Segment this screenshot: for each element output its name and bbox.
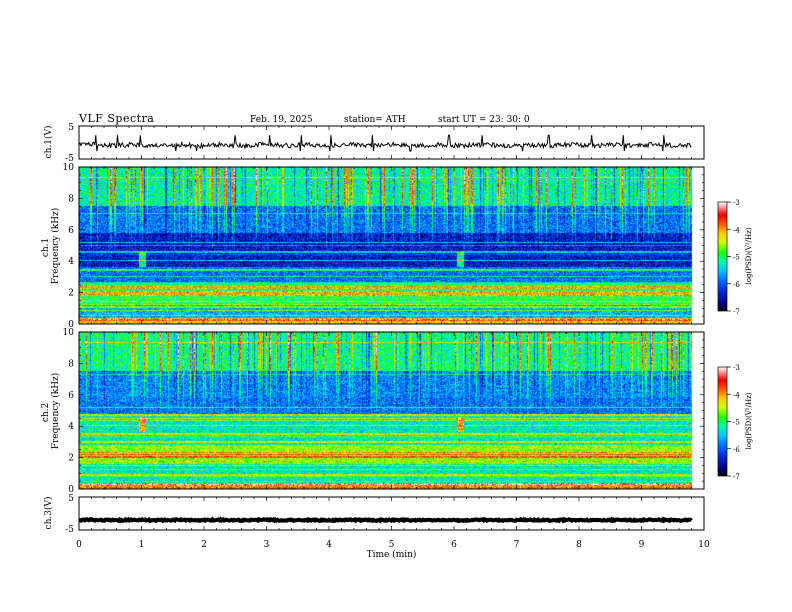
- time-tick-label: 10: [698, 540, 710, 550]
- ch2-frequency-tick-label: 8: [68, 359, 74, 369]
- ch1-frequency-tick-label: 6: [68, 226, 74, 236]
- ch1-spectrogram-panel: 0 2 4 6 8 10 ch.1 Frequency (kHz): [41, 163, 705, 330]
- chart-title: VLF Spectra: [79, 112, 155, 125]
- ch1-colorbar-label: -5: [733, 254, 740, 262]
- ch2-spectrogram-heatmap: [79, 332, 704, 489]
- ch2-colorbar-label: -7: [733, 473, 740, 481]
- ch3-waveform-line: [78, 516, 693, 524]
- ch1-ytick-bottom: -5: [65, 154, 74, 164]
- time-tick-label: 0: [76, 540, 82, 550]
- ch1-colorbar-label: -7: [733, 308, 740, 316]
- ch2-colorbar-ticks: -3 -4 -5 -6 -7: [727, 364, 740, 481]
- time-tick-label: 4: [326, 540, 332, 550]
- ch1-waveform-line: [78, 134, 692, 152]
- ch3-waveform-ticks: [78, 497, 705, 530]
- ch1-spectrogram-ylabel-line2: Frequency (kHz): [50, 208, 61, 285]
- ch1-frequency-tick-label: 8: [68, 194, 74, 204]
- ch2-frequency-tick-label: 0: [68, 485, 74, 495]
- ch1-colorbar-label: -4: [733, 226, 740, 234]
- ch1-colorbar-scale: [717, 201, 728, 312]
- ch2-spectrogram-ylabel: ch.2 Frequency (kHz): [41, 373, 61, 450]
- time-tick-label: 6: [451, 540, 457, 550]
- ch1-frequency-tick-label: 2: [68, 289, 74, 299]
- ch1-colorbar-ticks: -3 -4 -5 -6 -7: [727, 199, 740, 316]
- time-tick-label: 2: [201, 540, 207, 550]
- ch2-spectrogram-ylabel-line1: ch.2: [41, 403, 51, 422]
- ch1-frequency-tick-label: 0: [68, 320, 74, 330]
- ch2-frequency-tick-labels: 0 2 4 6 8 10: [63, 328, 75, 495]
- ch2-colorbar: -3 -4 -5 -6 -7 log(PSD)(V²/Hz): [717, 364, 753, 481]
- time-tick-label: 8: [576, 540, 582, 550]
- ch1-spectrogram-ylabel: ch.1 Frequency (kHz): [41, 208, 61, 285]
- time-tick-label: 3: [264, 540, 270, 550]
- ch1-waveform-ticks: [78, 126, 705, 159]
- ch2-frequency-tick-label: 4: [68, 422, 74, 432]
- header-start-time: start UT = 23: 30: 0: [438, 115, 530, 125]
- ch1-spectrogram-ylabel-line1: ch.1: [41, 238, 51, 257]
- ch3-ytick-top: 5: [68, 494, 74, 504]
- ch1-waveform-frame: [78, 125, 705, 160]
- ch1-colorbar-label: log(PSD)(V²/Hz): [745, 227, 753, 284]
- time-axis-label: Time (min): [367, 549, 417, 560]
- ch2-colorbar-label: -6: [733, 446, 740, 454]
- ch3-waveform-panel: 5 -5 ch.3(V): [43, 494, 705, 535]
- ch2-frequency-tick-label: 10: [63, 328, 75, 338]
- ch2-spectrogram-ticks: [78, 331, 705, 490]
- ch1-ytick-top: 5: [68, 123, 74, 133]
- time-tick-label: 9: [639, 540, 645, 550]
- ch1-spectrogram-heatmap: [79, 167, 704, 324]
- ch3-waveform-frame: [78, 496, 705, 531]
- ch1-frequency-tick-label: 10: [63, 163, 75, 173]
- ch2-colorbar-scale: [717, 366, 728, 477]
- ch1-waveform-ylabel: ch.1(V): [43, 126, 54, 159]
- ch1-colorbar: -3 -4 -5 -6 -7 log(PSD)(V²/Hz): [717, 199, 753, 316]
- ch1-waveform-panel: 5 -5 ch.1(V): [43, 123, 705, 164]
- ch2-spectrogram-ylabel-line2: Frequency (kHz): [50, 373, 61, 450]
- ch1-spectrogram-ticks: [78, 166, 705, 325]
- time-tick-label: 7: [514, 540, 520, 550]
- header-station: station= ATH: [344, 115, 406, 125]
- ch2-colorbar-label: -3: [733, 364, 740, 372]
- ch1-frequency-tick-labels: 0 2 4 6 8 10: [63, 163, 75, 330]
- header-date: Feb. 19, 2025: [250, 115, 313, 125]
- ch1-frequency-tick-label: 4: [68, 257, 74, 267]
- ch2-spectrogram-panel: 0 2 4 6 8 10 ch.2 Frequency (kHz): [41, 328, 705, 495]
- ch1-colorbar-label: -3: [733, 199, 740, 207]
- time-tick-label: 5: [389, 540, 395, 550]
- ch1-colorbar-label: -6: [733, 281, 740, 289]
- ch2-frequency-tick-label: 6: [68, 391, 74, 401]
- ch2-colorbar-label: -4: [733, 391, 740, 399]
- time-tick-label: 1: [139, 540, 145, 550]
- ch2-colorbar-label: log(PSD)(V²/Hz): [745, 392, 753, 449]
- ch3-waveform-ylabel: ch.3(V): [43, 497, 54, 530]
- ch2-frequency-tick-label: 2: [68, 454, 74, 464]
- ch2-colorbar-label: -5: [733, 419, 740, 427]
- time-axis-tick-labels: 0 1 2 3 4 5 6 7 8 9 10: [76, 540, 710, 550]
- ch3-ytick-bottom: -5: [65, 525, 74, 535]
